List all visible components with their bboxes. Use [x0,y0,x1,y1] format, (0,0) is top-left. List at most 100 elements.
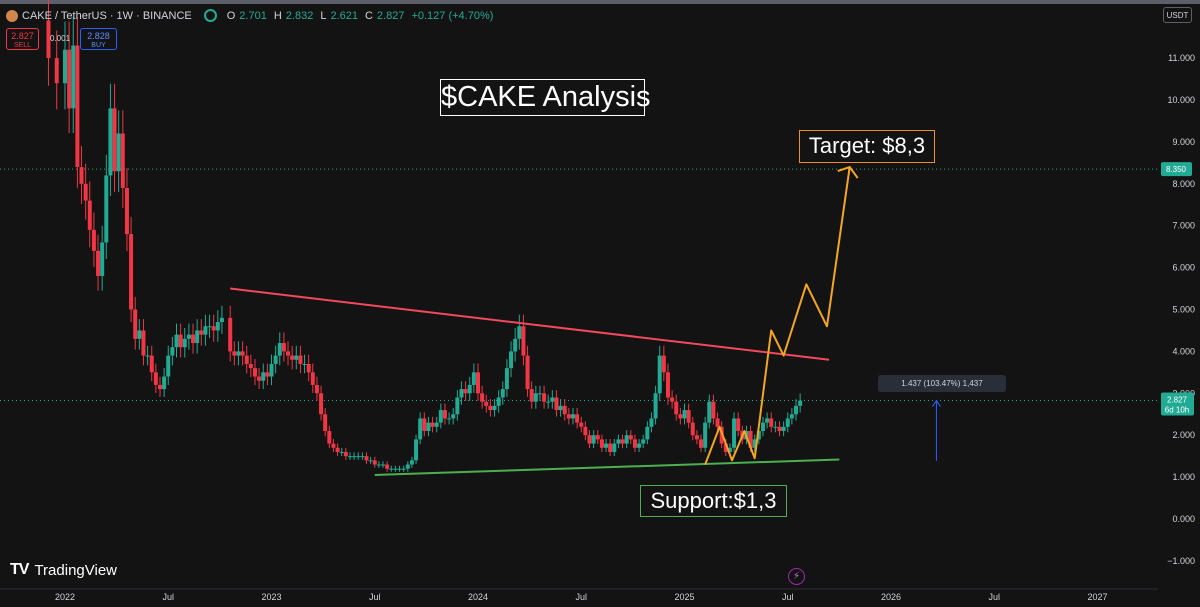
sell-price: 2.827 [11,31,34,41]
x-tick-label: 2022 [55,592,75,602]
candle-body [434,422,439,427]
close-value: 2.827 [376,9,405,22]
candle-body [422,418,427,432]
x-tick-label: 2024 [468,592,488,602]
candle-body [75,45,80,168]
candle-body [546,401,551,403]
candle-body [657,355,662,394]
sell-label: SELL [13,42,32,49]
window-top-border [0,0,1200,4]
candle-body [653,393,658,419]
y-tick-label: 0.000 [1172,514,1195,524]
y-tick-label: 2.000 [1172,430,1195,440]
candle-body [199,330,204,335]
candle-body [426,422,431,432]
candle-body [690,422,695,436]
visibility-icon[interactable] [203,9,217,22]
candle-body [500,389,505,398]
bolt-icon[interactable]: ⚡ [788,568,805,585]
high-value: 2.832 [285,9,314,22]
candle-body [525,355,530,390]
candle-body [347,456,352,458]
candle-body [670,397,675,402]
candle-body [504,368,509,390]
currency-selector[interactable]: USDT [1163,7,1192,23]
candle-body [438,410,443,423]
candle-body [298,355,303,364]
candle-body [492,405,497,411]
candle-body [752,439,757,448]
candle-body [323,414,328,432]
y-tick-label: 11.000 [1168,53,1195,63]
high-label: H [273,9,282,22]
y-tick-label: 7.000 [1172,221,1195,231]
candle-body [335,447,340,452]
sell-button[interactable]: 2.827 SELL [6,28,39,50]
candle-body [480,393,485,402]
projection-path [704,166,851,465]
candle-body [63,49,67,84]
current-price-tag [1161,392,1194,416]
x-tick-label: Jul [369,592,381,602]
candle-body [575,414,580,423]
candle-body [513,338,518,352]
candle-body [244,355,249,364]
candle-body [273,355,278,364]
candle-body [248,363,253,369]
candle-body [290,355,295,360]
target-annotation: Target: $8,3 [799,130,935,163]
target-price-tag [1161,162,1192,177]
candle-body [463,389,468,394]
candle-body [203,326,208,335]
candle-body [566,414,571,419]
candle-body [637,443,642,448]
tradingview-logo[interactable]: TV TradingView [10,561,117,579]
candle-body [794,405,799,415]
candle-body [376,464,381,466]
measure-label: 1.437 (103.47%) 1,437 [878,375,1006,392]
candle-body [537,393,542,395]
candle-body [356,456,361,458]
candle-body [46,20,51,59]
candle-body [583,426,588,436]
y-tick-label: −1.000 [1167,556,1195,566]
candle-body [343,451,348,457]
candle-body [219,317,224,323]
candle-body [447,418,452,420]
candle-body [756,431,761,440]
tradingview-wordmark: TradingView [34,561,117,579]
candle-body [149,355,154,373]
candle-body [286,351,291,356]
candle-body [215,322,220,331]
candle-body [191,334,196,344]
candle-body [405,464,410,469]
candle-body [599,439,604,448]
candle-body [769,418,774,427]
candle-body [591,435,596,444]
candle-body [277,343,282,356]
candle-body [455,397,460,415]
candle-body [711,401,716,419]
candle-body [294,355,299,360]
y-tick-label: 1.000 [1172,472,1195,482]
candle-body [96,250,101,276]
low-label: L [320,9,327,22]
candle-body [529,389,534,402]
symbol-title[interactable]: CAKE / TetherUS · 1W · BINANCE [22,9,192,22]
buy-button[interactable]: 2.828 BUY [80,28,117,50]
candle-body [781,426,786,432]
x-tick-label: 2027 [1087,592,1107,602]
candle-body [558,405,563,411]
candle-body [339,451,344,453]
candle-body [269,363,274,377]
projection-arrowhead [837,165,859,179]
candle-body [604,443,609,448]
axes: 11.000 10.000 9.000 8.000 7.000 6.000 5.000 4.0… [0,53,1195,602]
candle-body [302,363,307,365]
candle-body [624,435,629,444]
x-tick-label: Jul [782,592,794,602]
candle-body [228,317,233,352]
candle-body [112,108,117,172]
